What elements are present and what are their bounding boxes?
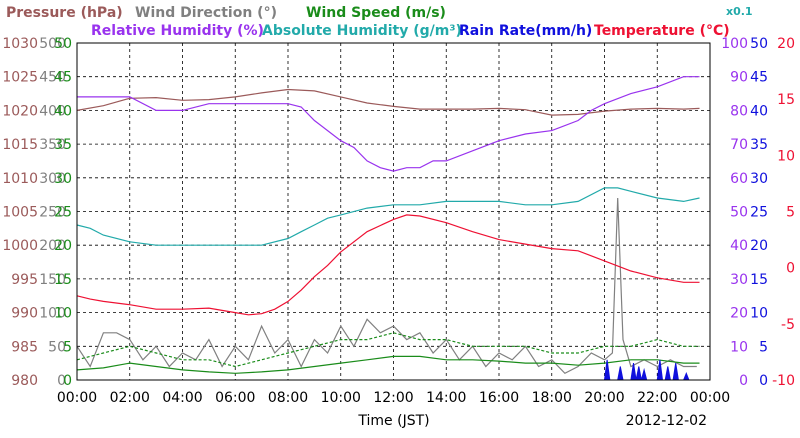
date-label: 2012-12-02	[626, 413, 707, 429]
temperature-tick-label: 5	[786, 205, 795, 221]
axes: 1030102510201015101010051000995990985980…	[2, 36, 795, 406]
wind-speed-tick-label: 5	[63, 339, 72, 355]
rain-tick-label: 40	[750, 103, 768, 119]
pressure-tick-label: 1005	[2, 205, 38, 221]
rain-tick-label: 50	[750, 36, 768, 52]
humidity-tick-label: 10	[730, 339, 748, 355]
humidity-tick-label: 80	[730, 103, 748, 119]
x-tick-label: 04:00	[162, 390, 202, 406]
legend-wind-speed: Wind Speed (m/s)	[306, 5, 446, 21]
x-tick-label: 20:00	[584, 390, 624, 406]
rain-tick-label: 30	[750, 171, 768, 187]
wind-direction-tick-label: 400	[39, 103, 66, 119]
wind-speed-tick-label: 20	[54, 238, 72, 254]
series	[76, 76, 700, 381]
legend-temperature: Temperature (°C)	[594, 23, 730, 39]
series-wind-speed-gust	[76, 332, 700, 368]
wind-speed-tick-label: 15	[54, 272, 72, 288]
pressure-tick-label: 1030	[2, 36, 38, 52]
humidity-tick-label: 60	[730, 171, 748, 187]
humidity-tick-label: 20	[730, 306, 748, 322]
pressure-tick-label: 1025	[2, 70, 38, 86]
rain-tick-label: 15	[750, 272, 768, 288]
x-tick-label: 08:00	[268, 390, 308, 406]
rain-tick-label: 25	[750, 205, 768, 221]
pressure-tick-label: 985	[11, 339, 38, 355]
series-pressure	[76, 88, 700, 116]
temperature-tick-label: 20	[777, 36, 795, 52]
pressure-tick-label: 1000	[2, 238, 38, 254]
rain-tick-label: 5	[759, 339, 768, 355]
wind-direction-tick-label: 0	[57, 373, 66, 389]
x-tick-label: 16:00	[479, 390, 519, 406]
legend-relative-humidity: Relative Humidity (%)	[91, 23, 264, 39]
legend-pressure: Pressure (hPa)	[6, 5, 123, 21]
wind-speed-tick-label: 40	[54, 103, 72, 119]
rain-tick-label: 35	[750, 137, 768, 153]
series-wind-speed	[76, 355, 700, 374]
humidity-tick-label: 90	[730, 70, 748, 86]
wind-direction-tick-label: 250	[39, 205, 66, 221]
x-tick-label: 12:00	[373, 390, 413, 406]
wind-speed-tick-label: 45	[54, 70, 72, 86]
legend-scale-note: x0.1	[726, 5, 753, 18]
pressure-tick-label: 1020	[2, 103, 38, 119]
series-absolute-humidity	[76, 187, 700, 246]
x-tick-label: 02:00	[110, 390, 150, 406]
rain-tick-label: 10	[750, 306, 768, 322]
pressure-tick-label: 1015	[2, 137, 38, 153]
wind-direction-tick-label: 100	[39, 306, 66, 322]
plot-frame	[76, 42, 711, 381]
legend-wind-direction: Wind Direction (°)	[135, 5, 277, 21]
series-relative-humidity	[77, 76, 700, 172]
wind-direction-tick-label: 450	[39, 70, 66, 86]
series-wind-direction	[76, 197, 697, 375]
wind-speed-tick-label: 10	[54, 306, 72, 322]
wind-direction-tick-label: 200	[39, 238, 66, 254]
wind-direction-tick-label: 50	[48, 339, 66, 355]
humidity-tick-label: 0	[739, 373, 748, 389]
wind-speed-tick-label: 25	[54, 205, 72, 221]
x-tick-label: 06:00	[215, 390, 255, 406]
wind-speed-tick-label: 35	[54, 137, 72, 153]
humidity-tick-label: 50	[730, 205, 748, 221]
wind-speed-tick-label: 50	[54, 36, 72, 52]
rain-tick-label: 45	[750, 70, 768, 86]
rain-tick-label: 0	[759, 373, 768, 389]
wind-direction-tick-label: 350	[39, 137, 66, 153]
temperature-tick-label: 15	[777, 92, 795, 108]
x-tick-label: 00:00	[57, 390, 97, 406]
temperature-tick-label: 0	[786, 261, 795, 277]
pressure-tick-label: 990	[11, 306, 38, 322]
wind-speed-tick-label: 0	[63, 373, 72, 389]
pressure-tick-label: 1010	[2, 171, 38, 187]
x-axis-label: Time (JST)	[357, 413, 429, 429]
series-rain-rate	[591, 359, 690, 381]
pressure-tick-label: 980	[11, 373, 38, 389]
wind-direction-tick-label: 300	[39, 171, 66, 187]
legend-rain-rate: Rain Rate(mm/h)	[459, 23, 592, 39]
humidity-tick-label: 40	[730, 238, 748, 254]
rain-tick-label: 20	[750, 238, 768, 254]
temperature-tick-label: 10	[777, 148, 795, 164]
wind-direction-tick-label: 500	[39, 36, 66, 52]
humidity-tick-label: 100	[721, 36, 748, 52]
temperature-tick-label: -10	[772, 373, 795, 389]
x-tick-label: 18:00	[532, 390, 572, 406]
x-tick-label: 00:00	[690, 390, 730, 406]
wind-speed-tick-label: 30	[54, 171, 72, 187]
humidity-tick-label: 70	[730, 137, 748, 153]
legend-absolute-humidity: Absolute Humidity (g/m³)	[262, 23, 462, 39]
pressure-tick-label: 995	[11, 272, 38, 288]
x-tick-label: 14:00	[426, 390, 466, 406]
temperature-tick-label: -5	[781, 317, 795, 333]
grid	[77, 43, 710, 380]
x-tick-label: 10:00	[321, 390, 361, 406]
x-tick-label: 22:00	[637, 390, 677, 406]
wind-direction-tick-label: 150	[39, 272, 66, 288]
humidity-tick-label: 30	[730, 272, 748, 288]
series-temperature	[76, 214, 700, 316]
